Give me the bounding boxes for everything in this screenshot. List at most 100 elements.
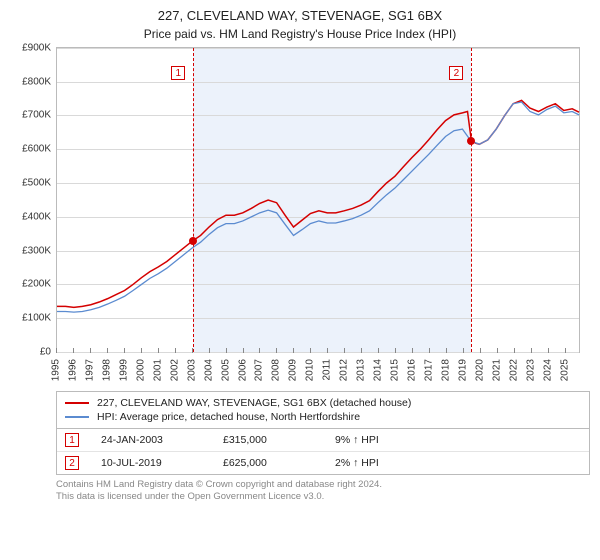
x-axis-label: 1995 (51, 359, 62, 381)
x-axis-label: 2001 (152, 359, 163, 381)
legend-swatch (65, 402, 89, 404)
x-axis-tick (565, 348, 566, 353)
x-axis-label: 2006 (237, 359, 248, 381)
x-axis-label: 1997 (84, 359, 95, 381)
x-axis-label: 2011 (322, 359, 333, 381)
x-axis-tick (412, 348, 413, 353)
x-axis-tick (327, 348, 328, 353)
sale-marker-line (471, 48, 472, 352)
page-subtitle: Price paid vs. HM Land Registry's House … (10, 27, 590, 41)
x-axis-tick (209, 348, 210, 353)
y-axis-label: £800K (5, 76, 51, 87)
x-axis-label: 2014 (373, 359, 384, 381)
sale-events-table: 1 24-JAN-2003 £315,000 9% ↑ HPI 2 10-JUL-2019… (56, 429, 590, 475)
y-axis-label: £900K (5, 42, 51, 53)
x-axis-label: 2018 (441, 359, 452, 381)
x-axis-tick (378, 348, 379, 353)
series-hpi (57, 102, 579, 312)
y-axis-label: £600K (5, 144, 51, 155)
sale-marker-badge: 1 (171, 66, 185, 80)
x-axis-label: 1996 (67, 359, 78, 381)
x-axis-label: 2005 (220, 359, 231, 381)
x-axis-tick (463, 348, 464, 353)
x-axis-tick (429, 348, 430, 353)
x-axis-tick (259, 348, 260, 353)
x-axis-tick (90, 348, 91, 353)
x-axis-tick (446, 348, 447, 353)
x-axis-label: 2002 (169, 359, 180, 381)
legend-item: HPI: Average price, detached house, Nort… (65, 410, 581, 424)
x-axis-tick (514, 348, 515, 353)
sale-event-row: 2 10-JUL-2019 £625,000 2% ↑ HPI (57, 451, 589, 474)
x-axis-tick (344, 348, 345, 353)
legend-label: HPI: Average price, detached house, Nort… (97, 411, 360, 423)
sale-event-date: 24-JAN-2003 (101, 434, 201, 446)
x-axis-label: 2021 (491, 359, 502, 381)
x-axis-tick (276, 348, 277, 353)
x-axis-tick (497, 348, 498, 353)
y-axis-label: £0 (5, 346, 51, 357)
x-axis-label: 2007 (254, 359, 265, 381)
y-axis-label: £100K (5, 313, 51, 324)
x-axis-tick (548, 348, 549, 353)
x-axis-tick (293, 348, 294, 353)
sale-event-date: 10-JUL-2019 (101, 457, 201, 469)
x-axis-label: 1998 (101, 359, 112, 381)
x-axis-label: 2015 (390, 359, 401, 381)
x-axis-label: 2019 (457, 359, 468, 381)
sale-event-price: £315,000 (223, 434, 313, 446)
x-axis-label: 2012 (339, 359, 350, 381)
sale-event-delta: 9% ↑ HPI (335, 434, 415, 446)
x-axis-label: 2023 (525, 359, 536, 381)
data-attribution: Contains HM Land Registry data © Crown c… (56, 479, 590, 504)
series-property-price (57, 100, 579, 307)
x-axis-tick (158, 348, 159, 353)
x-axis-tick (243, 348, 244, 353)
y-axis-label: £200K (5, 279, 51, 290)
y-axis-label: £300K (5, 245, 51, 256)
x-axis-label: 2016 (407, 359, 418, 381)
x-axis-tick (141, 348, 142, 353)
sale-event-row: 1 24-JAN-2003 £315,000 9% ↑ HPI (57, 429, 589, 451)
x-axis-tick (175, 348, 176, 353)
x-axis-tick (226, 348, 227, 353)
x-axis-tick (395, 348, 396, 353)
y-axis-label: £700K (5, 110, 51, 121)
chart-legend: 227, CLEVELAND WAY, STEVENAGE, SG1 6BX (… (56, 391, 590, 429)
page-title: 227, CLEVELAND WAY, STEVENAGE, SG1 6BX (10, 8, 590, 25)
price-chart: £0£100K£200K£300K£400K£500K£600K£700K£80… (56, 47, 580, 387)
x-axis-label: 2010 (305, 359, 316, 381)
sale-event-price: £625,000 (223, 457, 313, 469)
sale-marker-line (193, 48, 194, 352)
legend-swatch (65, 416, 89, 418)
x-axis-tick (107, 348, 108, 353)
x-axis-label: 2000 (135, 359, 146, 381)
x-axis-tick (480, 348, 481, 353)
sale-marker-dot (189, 237, 197, 245)
x-axis-label: 2003 (186, 359, 197, 381)
sale-event-badge: 2 (65, 456, 79, 470)
x-axis-tick (310, 348, 311, 353)
x-axis-label: 2009 (288, 359, 299, 381)
legend-label: 227, CLEVELAND WAY, STEVENAGE, SG1 6BX (… (97, 397, 411, 409)
x-axis-tick (73, 348, 74, 353)
x-axis-tick (361, 348, 362, 353)
x-axis-tick (56, 348, 57, 353)
x-axis-label: 2024 (542, 359, 553, 381)
x-axis-tick (124, 348, 125, 353)
x-axis-label: 2008 (271, 359, 282, 381)
legend-item: 227, CLEVELAND WAY, STEVENAGE, SG1 6BX (… (65, 396, 581, 410)
chart-series-layer (57, 48, 579, 352)
sale-event-delta: 2% ↑ HPI (335, 457, 415, 469)
sale-event-badge: 1 (65, 433, 79, 447)
y-axis-label: £400K (5, 211, 51, 222)
x-axis-tick (192, 348, 193, 353)
x-axis-label: 2025 (559, 359, 570, 381)
sale-marker-dot (467, 137, 475, 145)
footer-line: Contains HM Land Registry data © Crown c… (56, 479, 590, 491)
x-axis-label: 2022 (508, 359, 519, 381)
sale-marker-badge: 2 (449, 66, 463, 80)
footer-line: This data is licensed under the Open Gov… (56, 491, 590, 503)
x-axis-label: 2013 (356, 359, 367, 381)
x-axis-label: 2017 (424, 359, 435, 381)
